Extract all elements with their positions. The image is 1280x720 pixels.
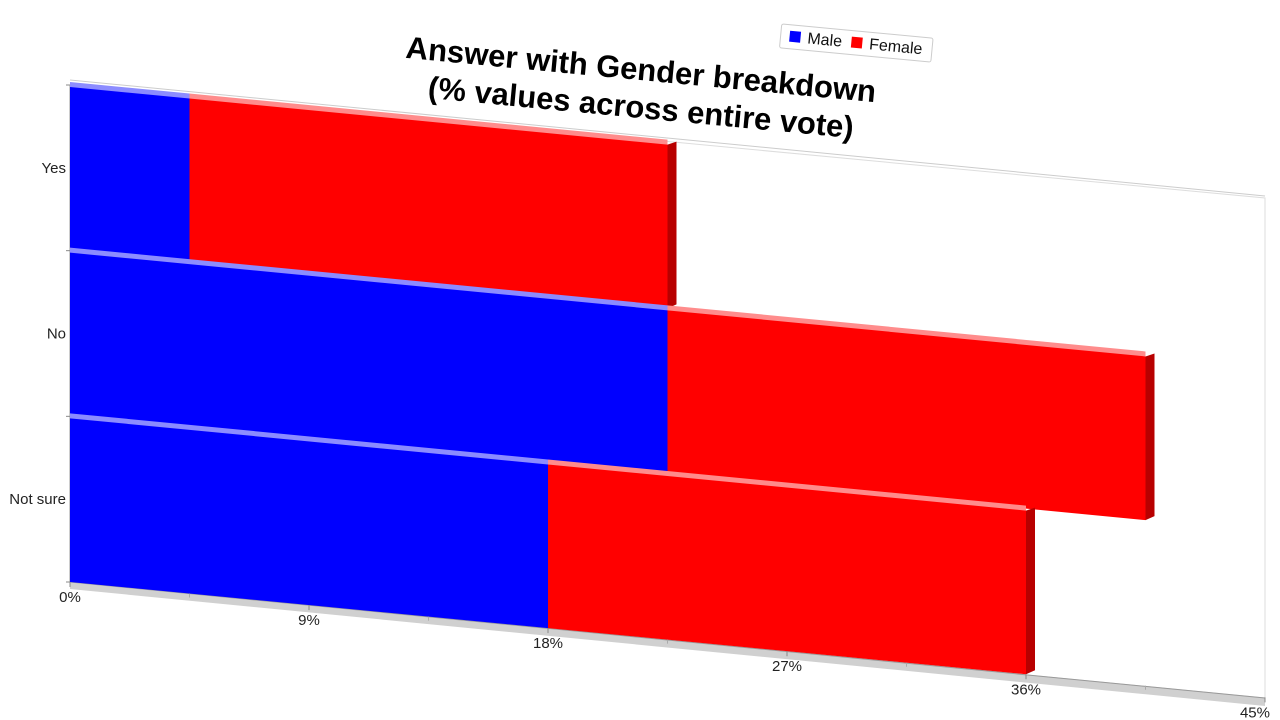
bar-face-not-sure-male xyxy=(70,418,548,629)
y-tick-label-no: No xyxy=(47,326,66,343)
x-tick-label: 45% xyxy=(1240,704,1270,720)
bar-face-no-female xyxy=(667,310,1146,521)
x-tick-label: 18% xyxy=(533,635,563,652)
bar-face-yes-male xyxy=(70,87,190,263)
x-tick-label: 0% xyxy=(59,589,81,606)
x-tick-label: 36% xyxy=(1011,681,1041,698)
y-tick-label-not-sure: Not sure xyxy=(9,491,66,508)
y-ticks-group: Yes No Not sure xyxy=(9,84,70,583)
x-tick-label: 9% xyxy=(298,612,320,629)
bar-side-no-female xyxy=(1145,353,1155,521)
bar-side-yes-female xyxy=(667,141,677,309)
bar-face-not-sure-female xyxy=(548,464,1026,675)
bar-yes-female xyxy=(189,93,677,309)
x-tick-label: 27% xyxy=(772,658,802,675)
bar-yes-male xyxy=(70,82,190,263)
bars-group xyxy=(70,82,1155,675)
bar-not-sure-male xyxy=(70,413,548,629)
legend: Male Female xyxy=(779,23,934,63)
bar-not-sure-female xyxy=(548,459,1035,675)
legend-swatch-male xyxy=(789,30,802,43)
plot-floor xyxy=(70,582,1265,706)
bar-face-no-male xyxy=(70,252,668,474)
bar-side-not-sure-female xyxy=(1026,507,1035,675)
y-tick-label-yes: Yes xyxy=(42,160,66,177)
legend-label-female: Female xyxy=(868,36,923,58)
legend-label-male: Male xyxy=(807,30,843,50)
legend-swatch-female xyxy=(850,36,863,49)
bar-face-yes-female xyxy=(189,98,668,309)
bar-no-female xyxy=(667,305,1155,521)
bar-no-male xyxy=(70,247,668,474)
x-ticks-group: 0% 9% 18% 27% 36% 45% xyxy=(59,582,1270,720)
top-wall-line xyxy=(69,79,1266,197)
